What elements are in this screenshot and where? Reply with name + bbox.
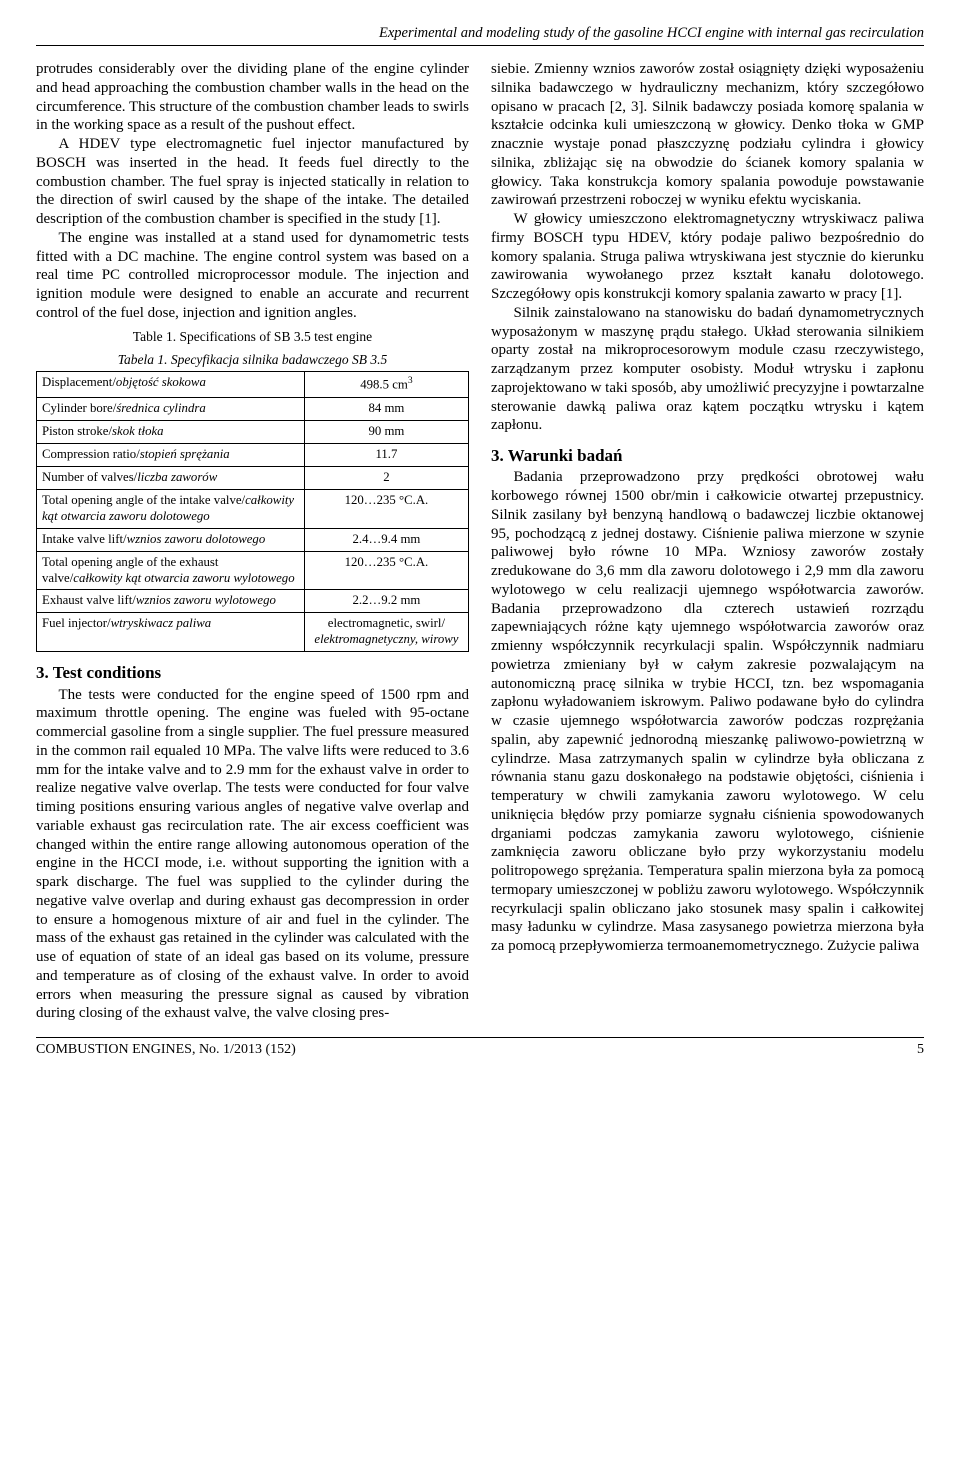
- table-row: Intake valve lift/wznios zaworu dolotowe…: [37, 528, 469, 551]
- footer-page-number: 5: [917, 1041, 924, 1059]
- table-cell-value: 84 mm: [304, 397, 468, 420]
- table-cell-label: Compression ratio/stopień sprężania: [37, 443, 305, 466]
- table-cell-value: 2: [304, 466, 468, 489]
- table-cell-value: 90 mm: [304, 420, 468, 443]
- table-cell-value: 120…235 °C.A.: [304, 551, 468, 590]
- right-sec3-heading: 3. Warunki badań: [491, 445, 924, 466]
- left-para-1: protrudes considerably over the dividing…: [36, 60, 469, 135]
- table-cell-value: 11.7: [304, 443, 468, 466]
- table-cell-value: 2.2…9.2 mm: [304, 590, 468, 613]
- table-cell-label: Cylinder bore/średnica cylindra: [37, 397, 305, 420]
- table1-caption-en: Table 1. Specifications of SB 3.5 test e…: [36, 329, 469, 346]
- page-footer: COMBUSTION ENGINES, No. 1/2013 (152) 5: [36, 1037, 924, 1059]
- table-row: Exhaust valve lift/wznios zaworu wylotow…: [37, 590, 469, 613]
- table-row: Number of valves/liczba zaworów2: [37, 466, 469, 489]
- footer-journal: COMBUSTION ENGINES, No. 1/2013 (152): [36, 1041, 296, 1059]
- right-sec3-body: Badania przeprowadzono przy prędkości ob…: [491, 468, 924, 956]
- table-row: Fuel injector/wtryskiwacz paliwaelectrom…: [37, 613, 469, 652]
- column-right: siebie. Zmienny wznios zaworów został os…: [491, 60, 924, 1023]
- table-cell-label: Intake valve lift/wznios zaworu dolotowe…: [37, 528, 305, 551]
- table1-caption-pl: Tabela 1. Specyfikacja silnika badawczeg…: [36, 352, 469, 369]
- right-para-3: Silnik zainstalowano na stanowisku do ba…: [491, 304, 924, 435]
- table-cell-value: 498.5 cm3: [304, 372, 468, 397]
- table-cell-value: 2.4…9.4 mm: [304, 528, 468, 551]
- table-row: Cylinder bore/średnica cylindra84 mm: [37, 397, 469, 420]
- left-para-2: A HDEV type electromagnetic fuel injecto…: [36, 135, 469, 229]
- table-cell-label: Displacement/objętość skokowa: [37, 372, 305, 397]
- table1-body: Displacement/objętość skokowa498.5 cm3Cy…: [37, 372, 469, 652]
- table-row: Total opening angle of the exhaust valve…: [37, 551, 469, 590]
- table-row: Total opening angle of the intake valve/…: [37, 489, 469, 528]
- left-para-3: The engine was installed at a stand used…: [36, 229, 469, 323]
- left-sec3-heading: 3. Test conditions: [36, 662, 469, 683]
- two-column-layout: protrudes considerably over the dividing…: [36, 60, 924, 1023]
- left-sec3-body: The tests were conducted for the engine …: [36, 686, 469, 1024]
- table-cell-label: Number of valves/liczba zaworów: [37, 466, 305, 489]
- table-cell-value: 120…235 °C.A.: [304, 489, 468, 528]
- table-cell-label: Fuel injector/wtryskiwacz paliwa: [37, 613, 305, 652]
- table-cell-label: Total opening angle of the intake valve/…: [37, 489, 305, 528]
- table-cell-value: electromagnetic, swirl/elektromagnetyczn…: [304, 613, 468, 652]
- right-para-1: siebie. Zmienny wznios zaworów został os…: [491, 60, 924, 210]
- running-head: Experimental and modeling study of the g…: [36, 24, 924, 46]
- table1-specs: Displacement/objętość skokowa498.5 cm3Cy…: [36, 371, 469, 652]
- right-para-2: W głowicy umieszczono elektromagnetyczny…: [491, 210, 924, 304]
- column-left: protrudes considerably over the dividing…: [36, 60, 469, 1023]
- table-row: Compression ratio/stopień sprężania11.7: [37, 443, 469, 466]
- table-cell-label: Piston stroke/skok tłoka: [37, 420, 305, 443]
- table-row: Displacement/objętość skokowa498.5 cm3: [37, 372, 469, 397]
- table-cell-label: Total opening angle of the exhaust valve…: [37, 551, 305, 590]
- table-row: Piston stroke/skok tłoka90 mm: [37, 420, 469, 443]
- table-cell-label: Exhaust valve lift/wznios zaworu wylotow…: [37, 590, 305, 613]
